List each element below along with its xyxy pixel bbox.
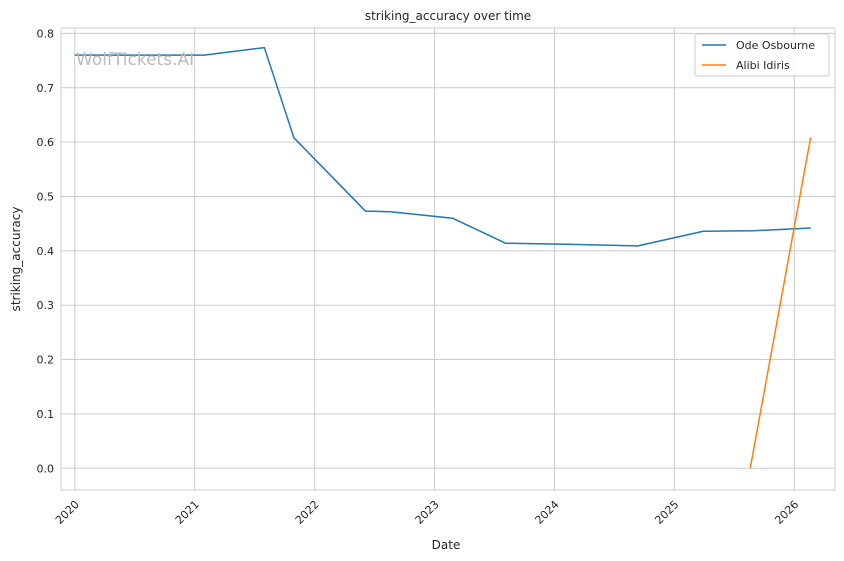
chart-title: striking_accuracy over time xyxy=(365,9,531,23)
x-tick-label: 2025 xyxy=(652,498,681,527)
y-tick-label: 0.2 xyxy=(37,354,55,367)
plot-frame xyxy=(60,27,836,491)
y-tick-label: 0.8 xyxy=(37,27,55,40)
series-line-0 xyxy=(74,46,811,247)
x-axis-title: Date xyxy=(432,538,461,552)
y-tick-label: 0.0 xyxy=(37,462,55,475)
y-tick-label: 0.5 xyxy=(37,190,55,203)
legend-box xyxy=(694,33,830,77)
y-tick-label: 0.4 xyxy=(37,245,55,258)
x-tick-label: 2026 xyxy=(772,498,801,527)
grid-layer xyxy=(61,28,835,490)
y-tick-label: 0.3 xyxy=(37,299,55,312)
x-tick-label: 2020 xyxy=(53,498,82,527)
watermark: WolfTickets.AI xyxy=(76,50,194,70)
x-tick-label: 2021 xyxy=(173,498,202,527)
x-tick-label: 2024 xyxy=(533,498,562,527)
y-tick-labels: 0.0 0.1 0.2 0.3 0.4 0.5 0.6 0.7 0.8 xyxy=(37,27,55,475)
x-tick-labels: 2020 2021 2022 2023 2024 2025 2026 xyxy=(53,498,801,527)
series-layer xyxy=(74,46,812,469)
y-tick-label: 0.6 xyxy=(37,136,55,149)
y-axis-title: striking_accuracy xyxy=(9,207,23,312)
x-tick-label: 2023 xyxy=(413,498,442,527)
y-tick-label: 0.7 xyxy=(37,82,55,95)
series-line-1 xyxy=(749,137,812,469)
y-tick-label: 0.1 xyxy=(37,408,55,421)
legend: Ode Osbourne Alibi Idiris xyxy=(694,33,830,77)
legend-label-alibi-idiris: Alibi Idiris xyxy=(736,59,790,72)
x-tick-label: 2022 xyxy=(293,498,322,527)
legend-label-ode-osbourne: Ode Osbourne xyxy=(736,39,815,52)
